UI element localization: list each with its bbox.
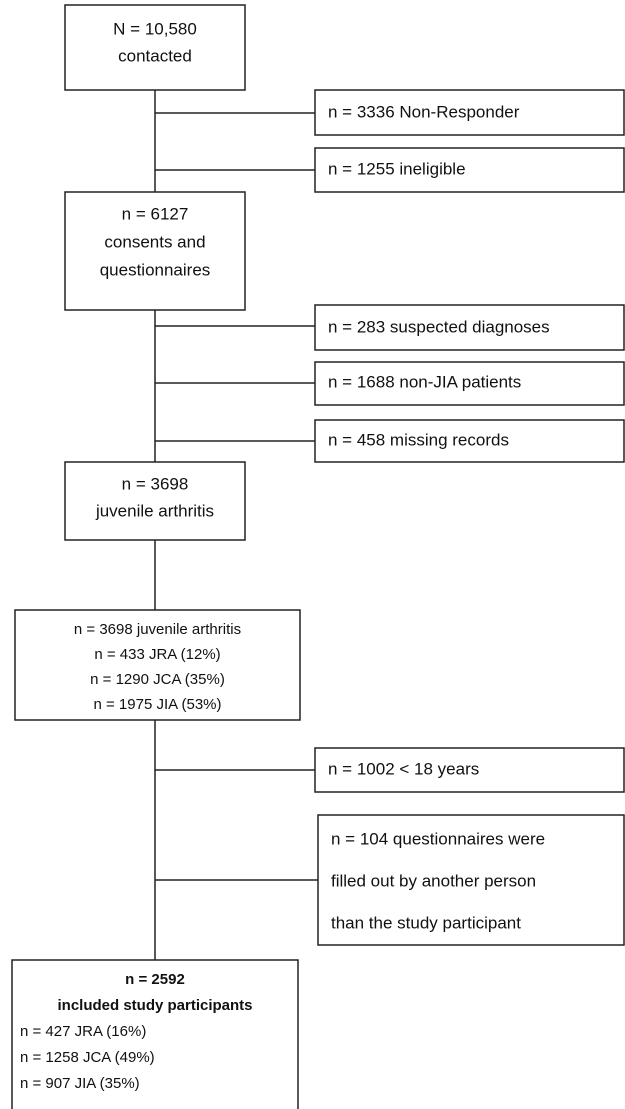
box-frame (14, 609, 301, 721)
box-frame (314, 361, 625, 406)
connectors (154, 90, 318, 960)
box: n = 3698 juvenile arthritis n = 433 JRA (… (14, 609, 301, 721)
box-text: n = 104 questionnaires were (331, 829, 545, 848)
box-text: n = 283 suspected diagnoses (328, 317, 550, 336)
box-text: n = 1255 ineligible (328, 159, 466, 178)
box: n = 283 suspected diagnoses (314, 304, 625, 351)
box-frame (64, 4, 246, 91)
box: n = 3698 juvenile arthritis (64, 461, 246, 541)
box-text: n = 458 missing records (328, 430, 509, 449)
box-frame (317, 814, 625, 946)
box: n = 1002 < 18 years (314, 747, 625, 793)
box-text: n = 3698 (122, 474, 189, 493)
box-frame (11, 959, 299, 1109)
box: n = 3336 Non-Responder (314, 89, 625, 136)
box-text: than the study participant (331, 913, 521, 932)
box-text: contacted (118, 46, 192, 65)
box-frame (64, 191, 246, 311)
box-text: n = 433 JRA (12%) (94, 646, 220, 663)
box: N = 10,580 contacted (64, 4, 246, 91)
box-text: n = 1002 < 18 years (328, 759, 479, 778)
box-frame (64, 461, 246, 541)
box-text: N = 10,580 (113, 19, 197, 38)
box: n = 1688 non-JIA patients (314, 361, 625, 406)
box-frame (314, 304, 625, 351)
box-text: filled out by another person (331, 871, 536, 890)
box-text: n = 907 JIA (35%) (20, 1075, 140, 1092)
box-frame (314, 89, 625, 136)
box-text: n = 2592 (125, 971, 185, 988)
box: n = 1255 ineligible (314, 147, 625, 193)
box-text: n = 1258 JCA (49%) (20, 1049, 155, 1066)
box-text: included study participants (57, 997, 252, 1014)
box-text: n = 3698 juvenile arthritis (74, 621, 241, 638)
box-text: n = 6127 (122, 204, 189, 223)
box: n = 104 questionnaires were filled out by… (317, 814, 625, 946)
box-text: n = 427 JRA (16%) (20, 1023, 146, 1040)
box-text: n = 1290 JCA (35%) (90, 671, 225, 688)
box: n = 2592 included study participants n = 4… (11, 959, 299, 1109)
box: n = 458 missing records (314, 419, 625, 463)
box: n = 6127 consents and questionnaires (64, 191, 246, 311)
box-frame (314, 419, 625, 463)
box-text: consents and (104, 232, 205, 251)
box-frame (314, 747, 625, 793)
box-text: n = 1975 JIA (53%) (94, 696, 222, 713)
box-text: questionnaires (100, 260, 211, 279)
box-text: juvenile arthritis (95, 501, 214, 520)
box-text: n = 1688 non-JIA patients (328, 372, 521, 391)
box-frame (314, 147, 625, 193)
boxes: N = 10,580 contacted n = 3336 Non-Responde… (11, 4, 625, 1109)
box-text: n = 3336 Non-Responder (328, 102, 520, 121)
